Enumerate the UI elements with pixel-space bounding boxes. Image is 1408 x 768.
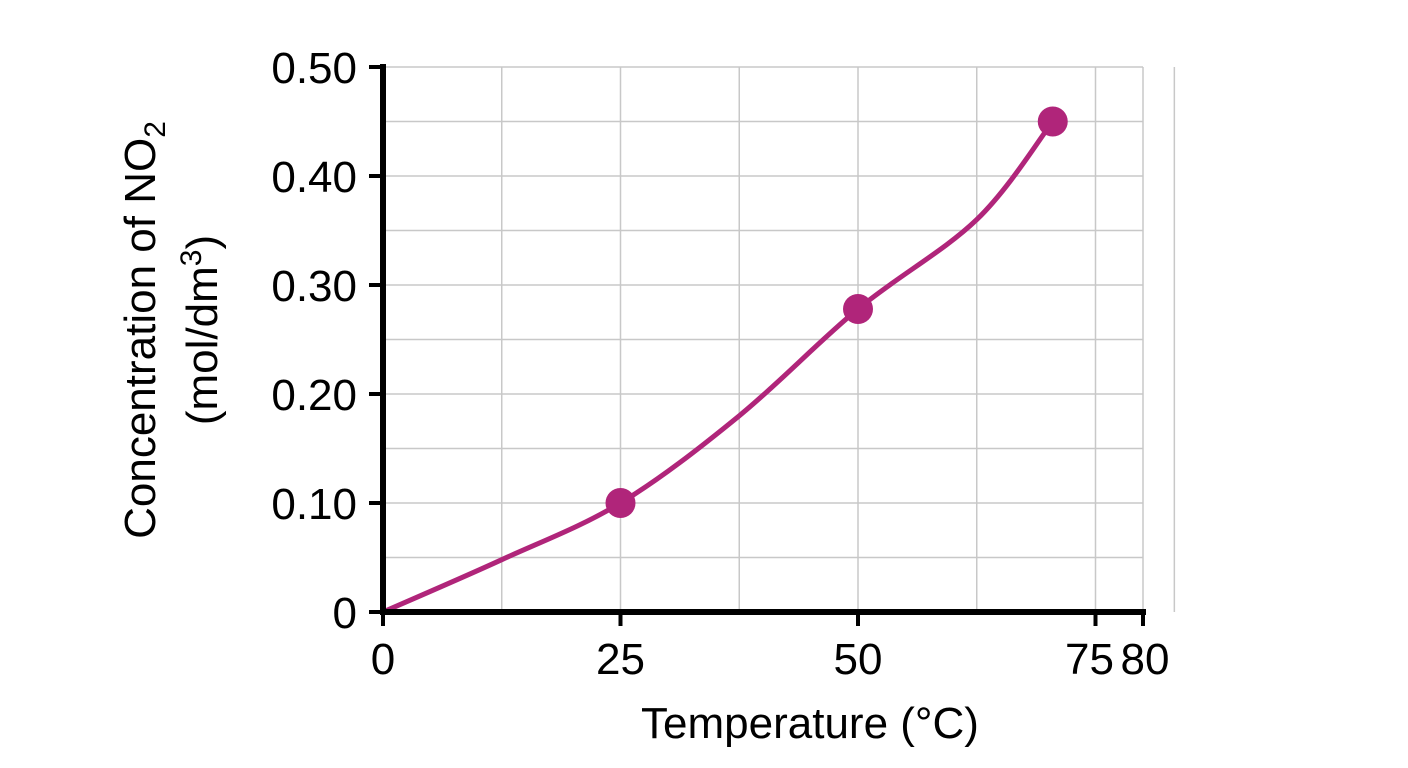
data-point xyxy=(605,488,636,518)
series-curve-group xyxy=(380,119,1056,615)
y-axis-title-line2: (mol/dm3) xyxy=(175,235,227,425)
y-axis-title-main: Concentration of NO xyxy=(116,138,165,539)
y-axis-title-superscript: 3 xyxy=(175,250,208,267)
y-axis-title-subscript: 2 xyxy=(139,121,172,138)
y-tick-label: 0.10 xyxy=(271,480,357,529)
x-axis-title: Temperature (°C) xyxy=(641,699,979,748)
grid xyxy=(383,66,1176,612)
y-tick-label: 0 xyxy=(333,589,357,638)
y-tick-label: 0.20 xyxy=(271,371,357,420)
y-axis-title: Concentration of NO2 (mol/dm3) xyxy=(116,121,227,539)
x-tick-label: 25 xyxy=(596,635,645,684)
data-point xyxy=(1037,106,1068,137)
data-point xyxy=(843,293,873,324)
y-axis-title-close-paren: ) xyxy=(178,235,227,250)
tick-labels: 0 0.10 0.20 0.30 0.40 0.50 0 25 50 75 80 xyxy=(271,44,1169,684)
x-tick-label: 0 xyxy=(371,635,395,684)
series-line xyxy=(380,119,1056,615)
y-tick-label: 0.40 xyxy=(271,153,357,202)
y-tick-label: 0.30 xyxy=(271,262,357,311)
data-points xyxy=(605,106,1068,518)
axes xyxy=(369,64,1146,626)
x-tick-label: 50 xyxy=(834,635,883,684)
x-tick-label: 80 xyxy=(1121,635,1170,684)
y-tick-label: 0.50 xyxy=(271,44,357,93)
x-tick-label: 75 xyxy=(1065,635,1114,684)
y-axis-title-unit: (mol/dm xyxy=(178,266,227,425)
y-axis-title-line1: Concentration of NO2 xyxy=(116,121,172,539)
